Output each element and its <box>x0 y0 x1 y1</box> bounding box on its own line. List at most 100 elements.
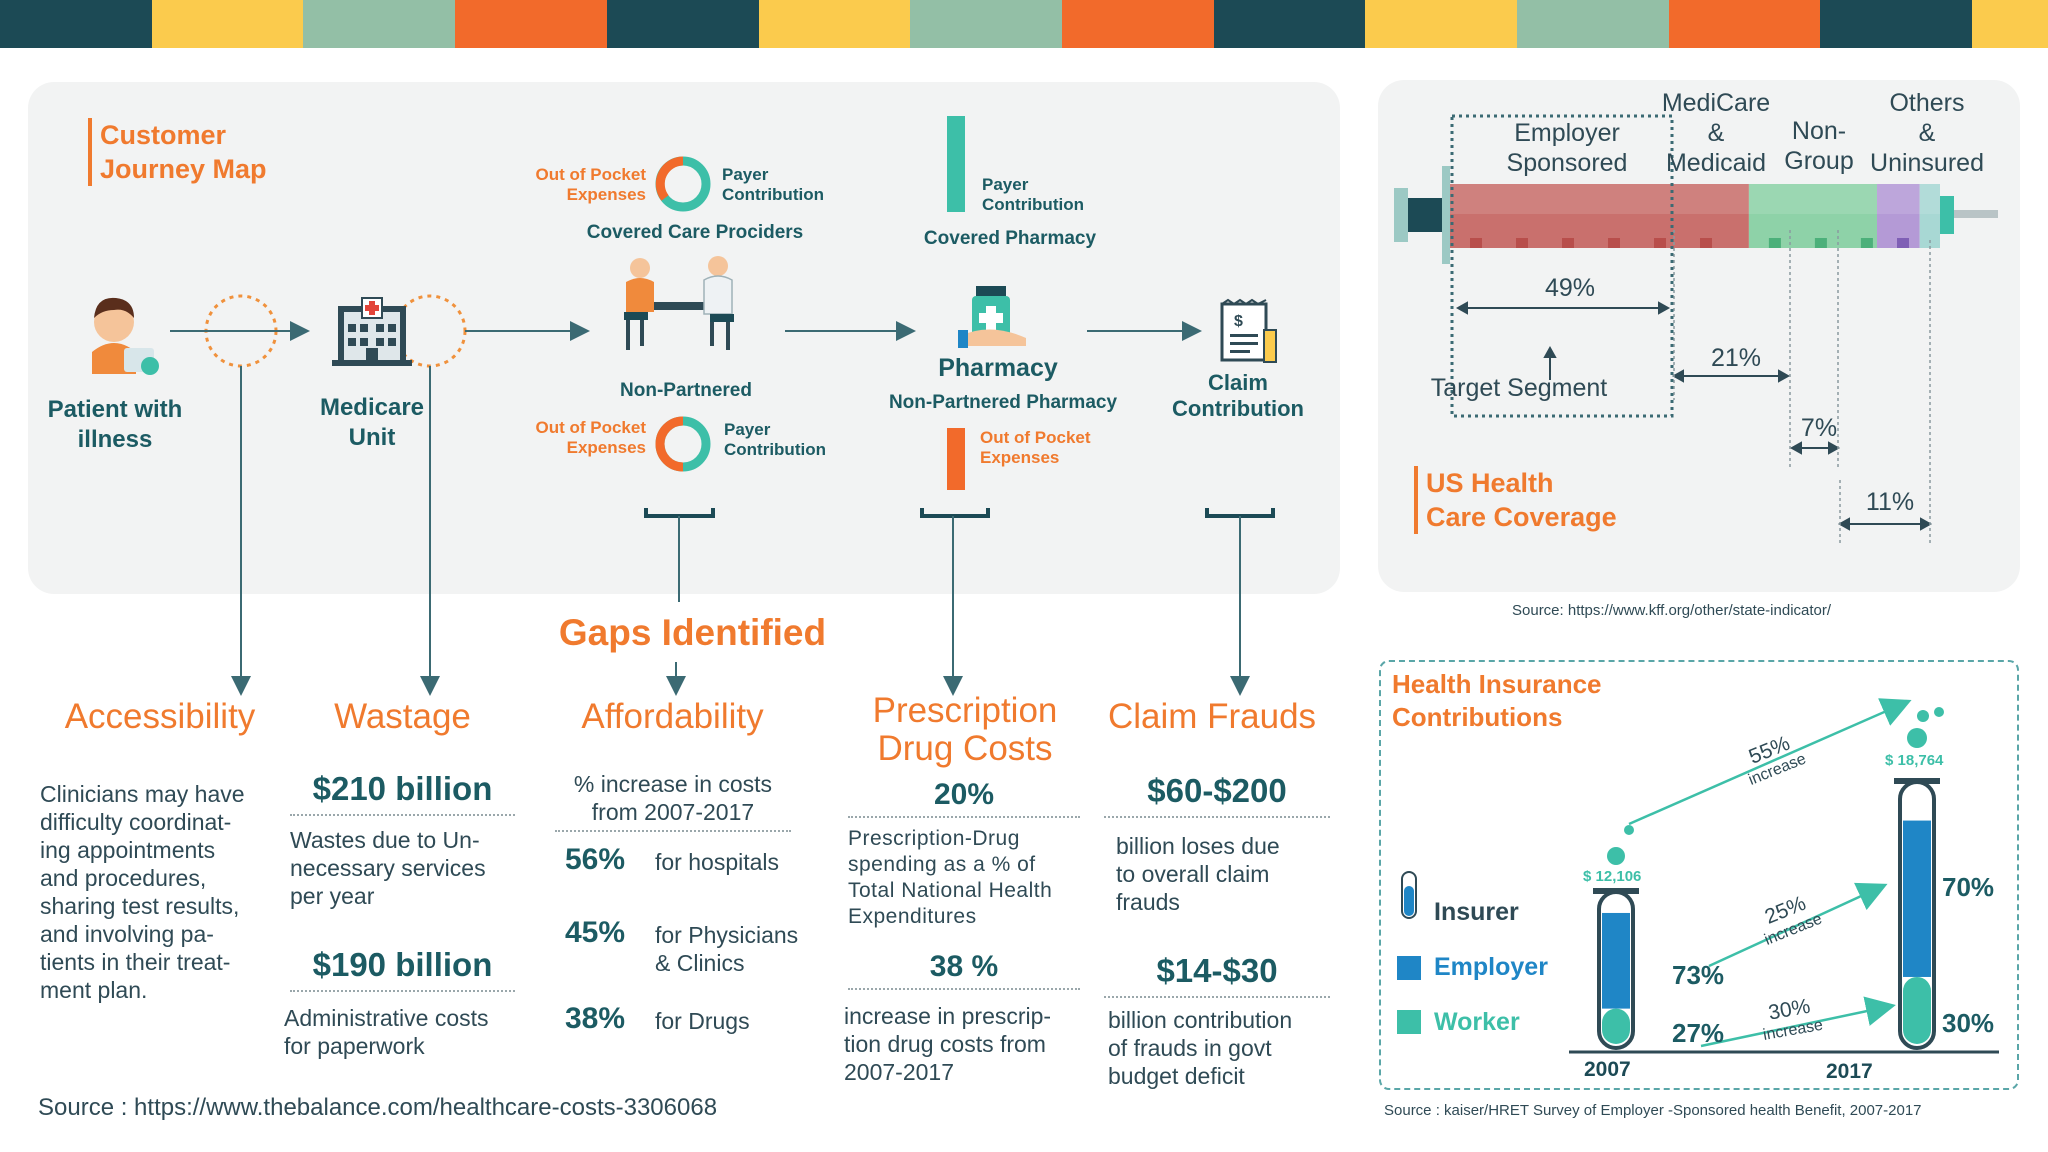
color-band <box>758 0 911 48</box>
top-color-bar <box>0 0 2048 48</box>
non-partnered-pharmacy-oop-bar <box>947 428 965 490</box>
covered-care-payer-label: Payer Contribution <box>722 165 862 205</box>
prescription-text-line: tion drug costs from <box>844 1031 1046 1057</box>
medicare-label-line1: Medicare <box>319 394 425 421</box>
worker-share-2007: 27% <box>1672 1018 1725 1048</box>
dim-employer-heads <box>1455 301 1671 315</box>
color-band <box>1061 0 1214 48</box>
teal-square-icon <box>1397 1010 1421 1034</box>
wastage-stat-2: $190 billion <box>290 946 515 992</box>
bracket-claim <box>1205 508 1275 518</box>
frauds-stat-1: $60-$200 <box>1104 772 1330 818</box>
affordability-pct: 56% <box>565 843 626 876</box>
barrel-mark <box>1897 238 1909 248</box>
segment-nongroup-pct: 7% <box>1800 414 1838 442</box>
accessibility-text-line: Clinicians may have <box>40 781 245 807</box>
segment-employer-label: Employer Sponsored <box>1482 118 1652 178</box>
segment-label-line: Uninsured <box>1870 149 1984 177</box>
affordability-row: 38% for Drugs <box>565 1002 805 1042</box>
prescription-text-line: spending as a % of <box>848 853 1036 876</box>
covered-care-oop-label: Out of Pocket Expenses <box>500 165 646 205</box>
journey-map-title: Customer Journey Map <box>88 118 267 186</box>
frauds-text-1: billion loses due to overall claim fraud… <box>1116 832 1330 916</box>
segment-others-bar-shine <box>1919 184 1940 214</box>
coverage-source: Source: https://www.kff.org/other/state-… <box>1512 602 1832 619</box>
wastage-text-line: per year <box>290 883 375 909</box>
worker-share-2017: 30% <box>1942 1008 1995 1038</box>
dim-medicare-heads <box>1671 369 1791 383</box>
bubble <box>1907 728 1927 748</box>
medicare-label-line2: Unit <box>348 424 396 451</box>
non-partnered-oop-label: Out of Pocket Expenses <box>500 418 646 458</box>
color-band <box>1668 0 1821 48</box>
target-segment-box <box>1450 114 1674 418</box>
pharmacy-label: Pharmacy <box>938 354 1058 382</box>
prescription-text-line: Total National Health <box>848 879 1053 902</box>
bracket-care <box>644 508 715 518</box>
affordability-label: for hospitals <box>655 849 780 875</box>
total-2017: $ 18,764 <box>1885 752 1944 769</box>
wastage-stat-1: $210 billion <box>290 770 515 816</box>
prescription-text-line: Prescription-Drug <box>848 827 1020 850</box>
payer-line1: Payer <box>724 420 771 439</box>
affordability-label: for Physicians <box>655 922 799 948</box>
non-partnered-pharmacy-label: Non-Partnered Pharmacy <box>888 392 1118 413</box>
wastage-text-line: Wastes due to Un- <box>290 827 480 853</box>
affordability-pct: 38% <box>565 1002 626 1035</box>
contributions-title: Health Insurance Contributions <box>1392 668 1602 734</box>
payer-line1: Payer <box>722 165 769 184</box>
increase-arrow-worker <box>1700 996 1896 1048</box>
total-2007: $ 12,106 <box>1583 868 1642 885</box>
coverage-title-line2: Care Coverage <box>1426 502 1617 532</box>
color-band <box>910 0 1062 48</box>
barrel-mark <box>1654 238 1666 248</box>
affordability-label: & Clinics <box>655 950 745 976</box>
claim-document-icon: $ <box>1220 298 1277 363</box>
frauds-text-line: budget deficit <box>1108 1063 1245 1089</box>
covered-pharmacy-label: Covered Pharmacy <box>923 228 1097 249</box>
oop-line2: Expenses <box>980 448 1060 467</box>
affordability-label: for Drugs <box>655 1008 750 1034</box>
segment-nongroup-bar-shine <box>1877 184 1920 214</box>
frauds-text-line: to overall claim <box>1116 861 1270 887</box>
patient-icon <box>92 297 159 375</box>
accessibility-text-line: ment plan. <box>40 977 148 1003</box>
segment-medicare-label: MediCare & Medicaid <box>1654 88 1778 178</box>
barrel-mark <box>1860 238 1873 248</box>
barrel-mark <box>1562 238 1574 248</box>
accessibility-text-line: and procedures, <box>40 865 207 891</box>
bubble <box>1917 710 1929 722</box>
bubble <box>1624 825 1634 835</box>
frauds-text-2: billion contribution of frauds in govt b… <box>1108 1006 1334 1090</box>
barrel-mark <box>1470 238 1482 248</box>
segment-medicare-bar-shine <box>1748 184 1877 214</box>
accessibility-text-line: tients in their treat- <box>40 949 231 975</box>
frauds-text-line: billion loses due <box>1116 833 1280 859</box>
barrel-mark <box>1768 238 1781 248</box>
year-2017: 2017 <box>1826 1060 1873 1083</box>
prescription-text-line: Expenditures <box>848 905 977 928</box>
prescription-title-line1: Prescription <box>872 691 1058 730</box>
year-2007: 2007 <box>1584 1058 1631 1081</box>
segment-label-line: MediCare <box>1661 89 1771 117</box>
barrel-mark <box>1608 238 1620 248</box>
pharmacy-oop-label: Out of Pocket Expenses <box>980 428 1120 468</box>
increase-arrow-employer <box>1708 882 1888 968</box>
legend-employer: Employer <box>1434 953 1548 981</box>
accessibility-text: Clinicians may have difficulty coordinat… <box>40 780 270 1004</box>
gaps-identified-title: Gaps Identified <box>558 612 827 653</box>
frauds-text-line: of frauds in govt <box>1108 1035 1272 1061</box>
medicine-bottle-icon <box>958 286 1026 348</box>
payer-line2: Contribution <box>722 185 824 204</box>
patient-label-line1: Patient with <box>47 396 183 423</box>
color-band <box>1517 0 1669 48</box>
payer-line1: Payer <box>982 175 1029 194</box>
dim-others-heads <box>1837 517 1933 531</box>
color-band <box>1365 0 1518 48</box>
bubble <box>1934 707 1944 717</box>
barrel-mark <box>1516 238 1528 248</box>
doctor-consultation-icon <box>624 256 734 350</box>
segment-employer-bar-shine <box>1450 184 1749 214</box>
employer-share-2007: 73% <box>1672 960 1725 990</box>
syringe-flange <box>1442 166 1450 264</box>
